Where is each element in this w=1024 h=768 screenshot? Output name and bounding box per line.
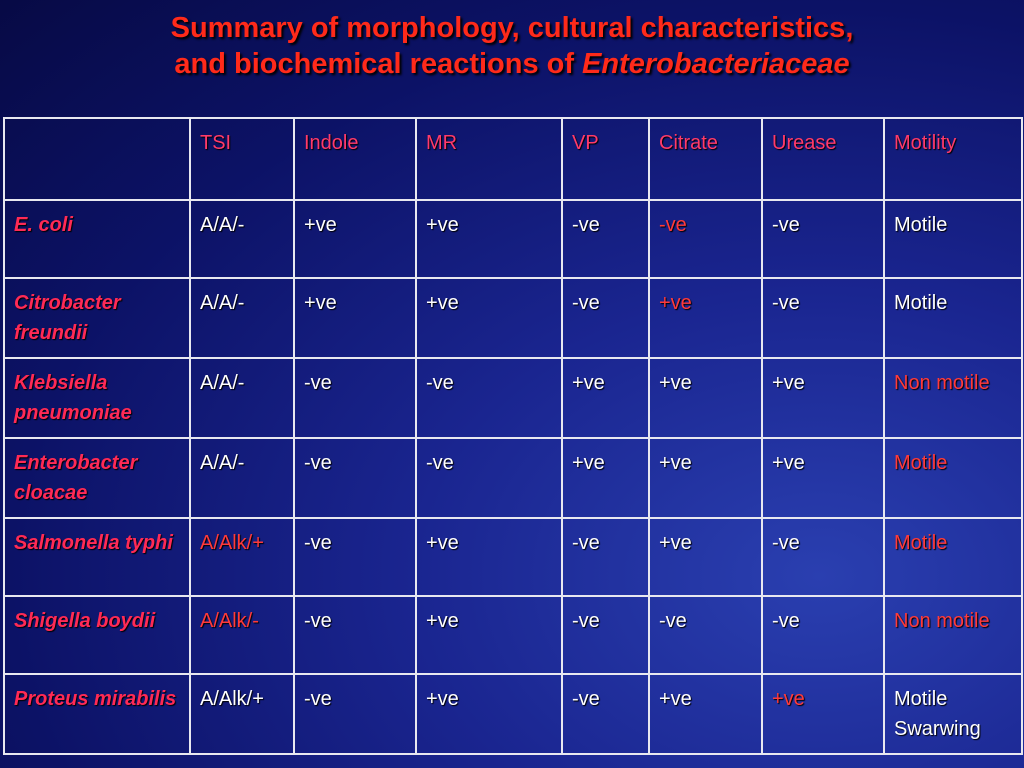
result-cell: -ve <box>648 595 763 675</box>
header-cell: TSI <box>189 117 295 201</box>
result-cell: -ve <box>561 199 650 279</box>
result-cell: -ve <box>761 277 885 359</box>
title-line: Summary of morphology, cultural characte… <box>170 12 854 44</box>
title-line: and biochemical reactions of Enterobacter… <box>0 46 1024 82</box>
organism-cell: Shigella boydii <box>3 595 191 675</box>
result-cell: -ve <box>648 199 763 279</box>
table-row: Citrobacter freundii A/A/- +ve +ve -ve +ve -ve… <box>3 277 1023 359</box>
result-cell: -ve <box>415 437 563 519</box>
header-cell <box>3 117 191 201</box>
result-cell: Motile <box>883 517 1023 597</box>
result-cell: Motile Swarwing <box>883 673 1023 755</box>
organism-cell: Klebsiella pneumoniae <box>3 357 191 439</box>
result-cell: -ve <box>293 437 417 519</box>
table-row: Shigella boydii A/Alk/- -ve +ve -ve -ve -ve Non… <box>3 595 1023 675</box>
result-cell: Non motile <box>883 595 1023 675</box>
table-row: E. coli A/A/- +ve +ve -ve -ve -ve Motile <box>3 199 1023 279</box>
result-cell: +ve <box>648 437 763 519</box>
result-cell: +ve <box>761 673 885 755</box>
result-cell: +ve <box>415 673 563 755</box>
header-row: TSI Indole MR VP Citrate Urease Motility <box>3 117 1023 201</box>
result-cell: A/A/- <box>189 277 295 359</box>
result-cell: +ve <box>415 277 563 359</box>
result-cell: -ve <box>761 517 885 597</box>
result-cell: -ve <box>761 199 885 279</box>
title-text: and biochemical reactions of <box>174 48 575 80</box>
result-cell: -ve <box>561 517 650 597</box>
result-cell: +ve <box>561 437 650 519</box>
result-cell: -ve <box>293 595 417 675</box>
result-cell: +ve <box>648 277 763 359</box>
result-cell: +ve <box>415 595 563 675</box>
header-cell: Urease <box>761 117 885 201</box>
result-cell: A/A/- <box>189 199 295 279</box>
result-cell: A/Alk/- <box>189 595 295 675</box>
result-cell: +ve <box>761 357 885 439</box>
result-cell: +ve <box>648 517 763 597</box>
result-cell: +ve <box>561 357 650 439</box>
result-cell: A/A/- <box>189 357 295 439</box>
result-cell: +ve <box>648 357 763 439</box>
result-cell: -ve <box>293 517 417 597</box>
result-cell: Non motile <box>883 357 1023 439</box>
table-row: Klebsiella pneumoniae A/A/- -ve -ve +ve +ve +v… <box>3 357 1023 439</box>
result-cell: -ve <box>561 673 650 755</box>
result-cell: -ve <box>415 357 563 439</box>
organism-cell: Enterobacter cloacae <box>3 437 191 519</box>
table-row: Salmonella typhi A/Alk/+ -ve +ve -ve +ve -ve Mo… <box>3 517 1023 597</box>
data-table: TSI Indole MR VP Citrate Urease Motility E. co… <box>3 117 1023 755</box>
result-cell: -ve <box>561 277 650 359</box>
result-cell: +ve <box>293 277 417 359</box>
result-cell: Motile <box>883 199 1023 279</box>
result-cell: +ve <box>415 517 563 597</box>
result-cell: -ve <box>761 595 885 675</box>
table-row: Enterobacter cloacae A/A/- -ve -ve +ve +ve +ve… <box>3 437 1023 519</box>
result-cell: A/A/- <box>189 437 295 519</box>
slide-title: Summary of morphology, cultural characte… <box>0 10 1024 82</box>
header-cell: Citrate <box>648 117 763 201</box>
header-cell: Indole <box>293 117 417 201</box>
result-cell: -ve <box>293 357 417 439</box>
result-cell: -ve <box>561 595 650 675</box>
header-cell: Motility <box>883 117 1023 201</box>
result-cell: -ve <box>293 673 417 755</box>
organism-cell: E. coli <box>3 199 191 279</box>
table-row: Proteus mirabilis A/Alk/+ -ve +ve -ve +ve +ve M… <box>3 673 1023 755</box>
header-cell: MR <box>415 117 563 201</box>
organism-cell: Proteus mirabilis <box>3 673 191 755</box>
result-cell: Motile <box>883 277 1023 359</box>
result-cell: Motile <box>883 437 1023 519</box>
result-cell: A/Alk/+ <box>189 517 295 597</box>
organism-cell: Salmonella typhi <box>3 517 191 597</box>
result-cell: +ve <box>761 437 885 519</box>
header-cell: VP <box>561 117 650 201</box>
title-italic: Enterobacteriaceae <box>582 48 850 80</box>
result-cell: A/Alk/+ <box>189 673 295 755</box>
result-cell: +ve <box>415 199 563 279</box>
result-cell: +ve <box>648 673 763 755</box>
result-cell: +ve <box>293 199 417 279</box>
table-body: E. coli A/A/- +ve +ve -ve -ve -ve Motile Citroba… <box>3 199 1023 755</box>
organism-cell: Citrobacter freundii <box>3 277 191 359</box>
